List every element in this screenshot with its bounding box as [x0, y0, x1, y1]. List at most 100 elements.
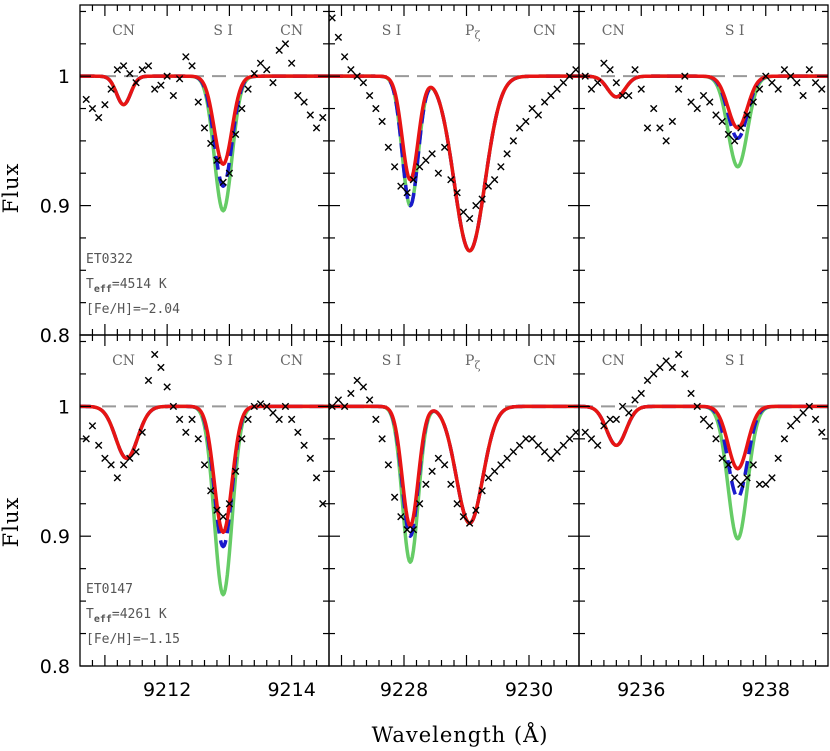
- data-point: [157, 363, 165, 372]
- data-point: [169, 91, 178, 100]
- x-axis-title: Wavelength (Å): [372, 722, 549, 747]
- data-point: [459, 208, 468, 216]
- data-point: [606, 66, 614, 74]
- line-id-label: CN: [112, 353, 135, 369]
- y-tick-label: 0.9: [40, 526, 70, 548]
- teff-symbol: T: [86, 277, 94, 292]
- data-point: [244, 415, 252, 424]
- panels-layer: CN S I CN S I Pζ CN CN S I CN S I CN S I Pζ CN CN S I: [80, 14, 828, 597]
- data-point: [637, 389, 645, 398]
- data-point: [200, 124, 209, 132]
- data-point: [612, 415, 621, 424]
- panel-content-r0-c2: [579, 59, 828, 169]
- data-point: [231, 130, 240, 139]
- data-point: [119, 62, 128, 70]
- data-point: [581, 428, 589, 437]
- data-point: [706, 98, 714, 106]
- line-id-label: CN: [533, 23, 556, 39]
- data-point: [175, 415, 184, 424]
- data-point: [225, 169, 234, 177]
- data-point: [643, 124, 652, 132]
- data-point: [312, 474, 321, 482]
- data-point: [540, 448, 549, 456]
- data-point: [799, 409, 807, 417]
- data-point: [384, 461, 393, 469]
- data-point: [340, 53, 349, 61]
- data-point: [182, 53, 190, 61]
- data-point: [353, 376, 361, 385]
- data-point: [207, 487, 215, 495]
- data-point: [762, 72, 770, 80]
- line-id-subscript: ζ: [474, 29, 480, 42]
- data-point: [169, 402, 178, 411]
- teff-value: =4514 K: [112, 277, 167, 292]
- data-point: [490, 467, 499, 475]
- data-point: [163, 72, 171, 80]
- data-point: [126, 454, 134, 463]
- data-point: [515, 124, 524, 132]
- data-point: [306, 454, 315, 463]
- line-id-label: CN: [602, 353, 625, 369]
- data-point: [101, 100, 109, 109]
- data-point: [793, 78, 801, 87]
- line-id-label: CN: [533, 353, 556, 369]
- model-blue-dashed-line: [80, 404, 329, 549]
- data-point: [674, 350, 683, 359]
- data-point: [359, 383, 368, 391]
- teff-subscript: eff: [94, 614, 112, 625]
- data-point: [378, 117, 386, 126]
- panel-r0-c2: CN S I: [579, 23, 828, 169]
- data-point: [107, 461, 115, 469]
- data-point: [631, 396, 639, 404]
- data-point: [365, 396, 374, 404]
- data-point: [213, 156, 221, 164]
- data-point: [138, 428, 146, 437]
- labels-layer: 0.8 0.9 1 0.8 0.9 1 9212 9214 9228 9230 9236 9238 ET…: [40, 66, 790, 701]
- panel-frame-r0-c2: [578, 4, 829, 336]
- data-point: [612, 78, 621, 87]
- panel-frame-r1-c2: [578, 334, 829, 667]
- data-point: [730, 137, 739, 145]
- data-point: [674, 85, 683, 93]
- data-point: [263, 66, 271, 74]
- data-point: [687, 98, 695, 106]
- data-point: [749, 461, 757, 469]
- data-point: [618, 402, 627, 411]
- data-point: [625, 91, 633, 100]
- data-point: [300, 98, 308, 106]
- data-point: [347, 66, 355, 74]
- panel-r1-c0: CN S I CN: [80, 350, 329, 597]
- data-point: [422, 480, 430, 488]
- data-point: [319, 500, 327, 508]
- data-point: [126, 69, 134, 78]
- data-point: [811, 415, 820, 424]
- data-point: [107, 85, 115, 93]
- y-tick-label: 0.9: [40, 196, 70, 218]
- model-green-line: [329, 74, 579, 253]
- data-point: [281, 40, 290, 48]
- data-point: [213, 506, 221, 514]
- data-point: [359, 78, 368, 87]
- data-point: [113, 66, 122, 74]
- data-point: [319, 113, 327, 122]
- data-point: [606, 415, 614, 424]
- data-point: [101, 454, 109, 463]
- data-point: [818, 428, 826, 437]
- line-id-label: S I: [725, 353, 745, 369]
- data-point: [144, 376, 153, 385]
- data-point: [565, 435, 574, 443]
- data-point: [188, 62, 196, 70]
- data-point: [799, 91, 807, 100]
- data-point: [681, 370, 689, 378]
- data-point: [699, 415, 708, 424]
- data-point: [618, 91, 627, 100]
- data-point: [643, 376, 652, 385]
- data-point: [547, 91, 555, 100]
- panel-r1-c1: S I Pζ CN: [329, 353, 579, 564]
- data-point: [384, 143, 393, 152]
- data-point: [409, 176, 418, 184]
- data-point: [447, 176, 455, 184]
- data-point: [668, 117, 677, 126]
- data-point: [668, 363, 677, 372]
- data-point: [559, 78, 568, 87]
